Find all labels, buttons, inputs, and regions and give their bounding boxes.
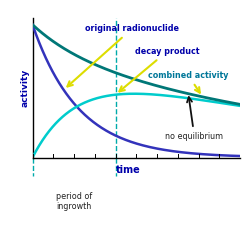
- Text: no equilibrium: no equilibrium: [165, 97, 224, 141]
- Text: period of
ingrowth: period of ingrowth: [56, 192, 92, 212]
- Text: time: time: [116, 165, 140, 176]
- Text: combined activity: combined activity: [148, 71, 228, 93]
- Y-axis label: activity: activity: [21, 69, 30, 107]
- Text: decay product: decay product: [120, 47, 200, 91]
- Text: original radionuclide: original radionuclide: [68, 24, 179, 86]
